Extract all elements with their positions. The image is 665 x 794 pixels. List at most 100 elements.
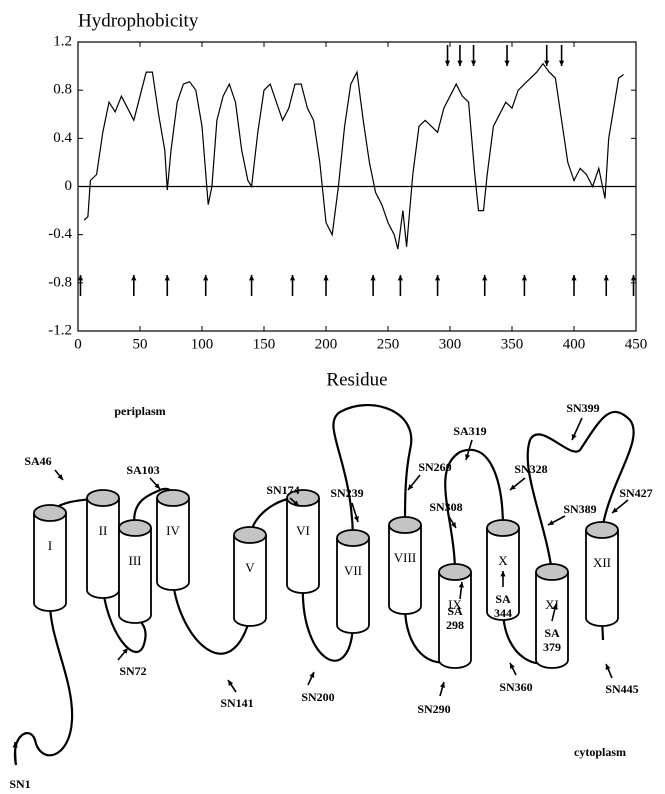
arrow-head xyxy=(630,275,637,281)
down-arrow xyxy=(470,45,477,66)
helix-body xyxy=(388,525,422,615)
arrow-head xyxy=(397,275,404,281)
arrow-head xyxy=(434,275,441,281)
site-label: SA xyxy=(495,592,511,606)
helix-body xyxy=(336,538,370,634)
down-arrow xyxy=(444,45,451,66)
arrow-head xyxy=(571,434,577,440)
arrow-head xyxy=(293,500,299,506)
arrow-head xyxy=(323,275,329,281)
y-tick-label: -1.2 xyxy=(48,322,72,338)
arrow-head xyxy=(370,275,376,281)
up-arrow xyxy=(370,275,376,296)
site-label: SN389 xyxy=(563,502,596,516)
site-arrow xyxy=(571,417,583,441)
helix-label: IV xyxy=(166,523,180,538)
arrow-head xyxy=(605,664,611,670)
x-tick-label: 200 xyxy=(315,336,338,352)
site-label: SN260 xyxy=(418,460,451,474)
arrow-head xyxy=(482,275,488,281)
up-arrow xyxy=(164,275,170,296)
site-label: SN399 xyxy=(566,401,599,415)
helix-body xyxy=(118,528,152,624)
arrow-head xyxy=(131,275,137,281)
loop xyxy=(444,448,505,573)
helix-top xyxy=(535,563,569,581)
site-label: SA xyxy=(447,604,463,618)
arrow-head xyxy=(504,60,510,66)
arrow-head xyxy=(521,275,528,281)
helix: VIII xyxy=(388,516,422,615)
site-label: SN328 xyxy=(514,462,547,476)
up-arrow xyxy=(482,275,488,296)
x-tick-label: 0 xyxy=(74,336,82,352)
arrow-head xyxy=(57,474,63,480)
site-arrow xyxy=(547,515,566,526)
arrow-head xyxy=(544,60,550,66)
helix-top xyxy=(336,529,370,547)
helix: XII xyxy=(585,521,619,627)
arrow-head xyxy=(548,520,554,525)
site-arrow xyxy=(289,497,300,507)
arrow-head xyxy=(510,484,516,490)
x-tick-label: 50 xyxy=(133,336,148,352)
helix-label: VIII xyxy=(394,550,416,565)
arrow-head xyxy=(228,680,234,686)
up-arrow xyxy=(131,275,137,296)
site-label: SN239 xyxy=(330,486,363,500)
helix-body xyxy=(438,572,472,669)
arrow-head xyxy=(12,742,18,748)
site-label: SA319 xyxy=(453,424,486,438)
site-label: SA xyxy=(544,626,560,640)
loop xyxy=(13,602,74,766)
up-arrow xyxy=(521,275,528,296)
site-label: SA46 xyxy=(24,454,51,468)
helix-label: X xyxy=(498,553,508,568)
site-arrow xyxy=(407,474,421,491)
arrow-head xyxy=(203,275,209,281)
site-arrow xyxy=(509,477,526,491)
up-arrow xyxy=(77,275,84,296)
y-tick-label: -0.4 xyxy=(48,226,72,242)
arrow-head xyxy=(164,275,170,281)
x-axis-label: Residue xyxy=(326,369,387,390)
up-arrow xyxy=(289,275,296,296)
y-tick-label: -0.8 xyxy=(48,274,72,290)
up-arrow xyxy=(571,275,577,296)
arrow-head xyxy=(440,682,446,688)
helix-top xyxy=(486,519,520,537)
up-arrow xyxy=(603,275,609,296)
helix-label: IX xyxy=(448,597,462,612)
data-line xyxy=(83,62,624,250)
helix: VII xyxy=(336,529,370,634)
arrow-head xyxy=(77,275,84,281)
helix-body xyxy=(286,498,320,594)
helix-top xyxy=(156,489,190,507)
site-label: SN308 xyxy=(429,500,462,514)
helix-top xyxy=(86,489,120,507)
y-tick-label: 0.8 xyxy=(53,82,72,98)
helix-label: I xyxy=(48,538,52,553)
helix: II xyxy=(86,489,120,599)
x-tick-label: 100 xyxy=(191,336,214,352)
x-tick-label: 150 xyxy=(253,336,276,352)
region-label: cytoplasm xyxy=(574,745,626,759)
x-tick-label: 250 xyxy=(377,336,400,352)
site-arrow xyxy=(500,571,506,587)
down-arrow xyxy=(457,45,463,66)
site-arrow xyxy=(54,469,64,481)
helix: IX xyxy=(438,563,472,669)
arrow-head xyxy=(444,60,451,66)
site-arrow xyxy=(307,671,315,686)
helix-label: XII xyxy=(593,555,611,570)
arrow-head xyxy=(558,60,565,66)
arrow-head xyxy=(289,275,296,281)
site-label: SN1 xyxy=(9,777,30,791)
arrow-head xyxy=(552,604,558,610)
helix-body xyxy=(233,535,267,627)
site-arrow xyxy=(551,603,558,622)
site-arrow xyxy=(605,663,613,679)
site-arrow xyxy=(439,681,446,697)
site-label: 379 xyxy=(543,640,561,654)
